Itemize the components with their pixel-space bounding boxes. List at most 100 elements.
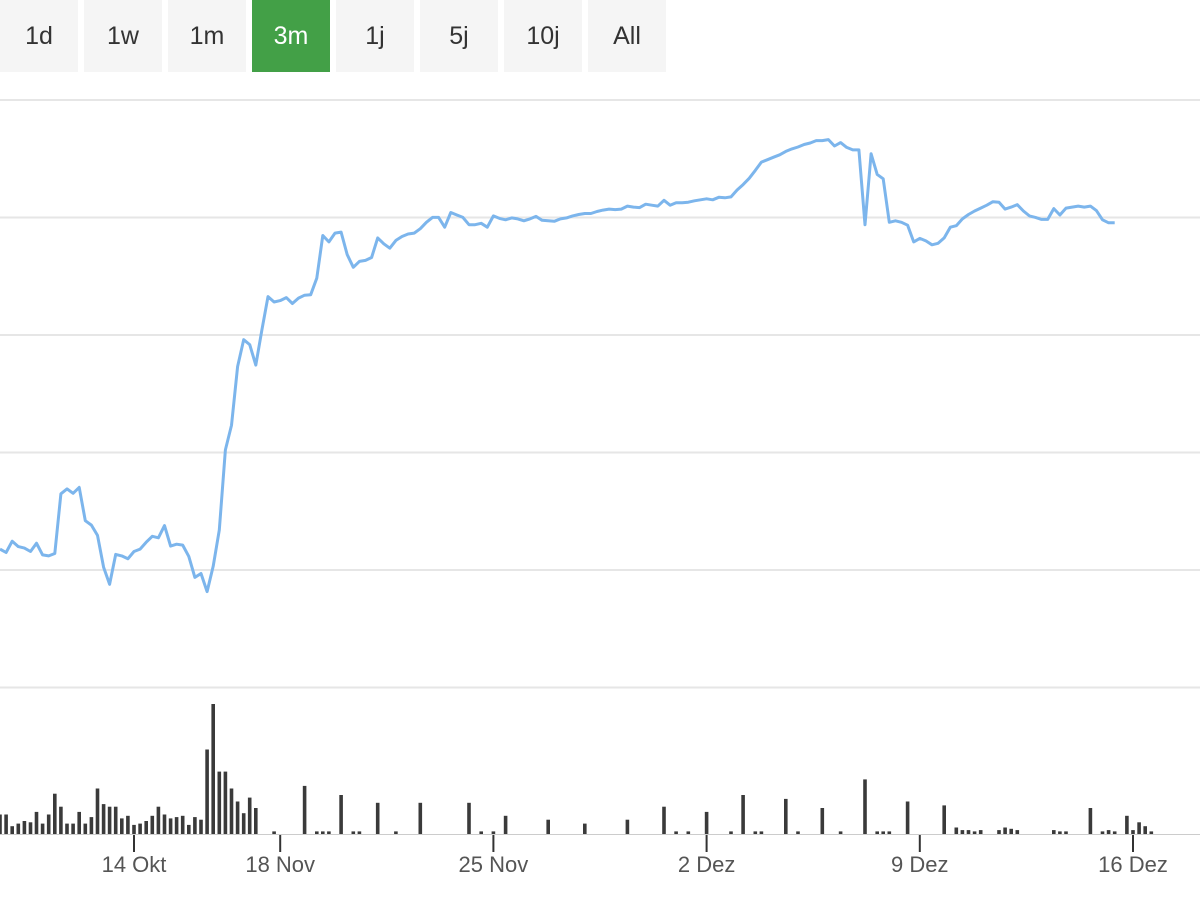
volume-bar [83,823,88,834]
volume-bar [199,819,203,834]
range-button-1d[interactable]: 1d [0,0,78,72]
volume-bar [187,824,191,834]
volume-bar [1015,830,1020,834]
volume-bar [120,818,124,834]
volume-bar [887,831,892,834]
volume-bar [972,831,977,834]
volume-bar [162,814,167,834]
volume-bar [315,831,319,834]
volume-bar [674,831,678,834]
volume-bar [217,771,222,834]
range-button-10j[interactable]: 10j [504,0,582,72]
volume-bar [729,831,733,834]
volume-bar [479,831,483,834]
volume-bar [321,831,325,834]
volume-bar [0,814,2,834]
volume-bar [662,806,666,834]
volume-bar [132,824,136,834]
volume-bar [28,822,33,834]
volume-bar [223,771,228,834]
x-tick-label: 9 Dez [891,852,948,877]
x-tick-label: 16 Dez [1098,852,1168,877]
volume-bar [95,788,100,834]
volume-bar [1149,831,1154,834]
volume-bar [954,827,959,834]
volume-bar [1003,827,1007,834]
volume-bar [875,831,879,834]
volume-bar [16,823,21,834]
range-button-1j[interactable]: 1j [336,0,414,72]
volume-bar [375,802,380,834]
volume-bar [174,817,179,834]
volume-bar [503,815,508,834]
x-axis-ticks: 14 Okt 18 Nov 25 Nov 2 Dez 9 Dez 16 Dez [102,835,1168,877]
volume-bar [1058,831,1062,834]
volume-bar [150,815,155,834]
volume-bar [126,815,130,834]
volume-bar [394,831,398,834]
volume-bar [1009,828,1013,834]
volume-bar [351,831,356,834]
volume-bar [302,785,307,834]
volume-bar [138,823,142,834]
volume-bar [235,801,240,834]
volume-bar [71,823,75,834]
volume-bar [966,830,971,834]
x-tick-label: 14 Okt [102,852,167,877]
volume-bar [241,813,246,834]
volume-bar [1131,830,1135,834]
range-button-5j[interactable]: 5j [420,0,498,72]
volume-bar [625,819,630,834]
volume-bar [53,793,57,834]
x-tick-label: 2 Dez [678,852,735,877]
volume-bar [960,830,965,834]
volume-bar [327,831,331,834]
volume-bar [978,830,983,834]
range-button-all[interactable]: All [588,0,666,72]
volume-bar [418,802,423,834]
volume-bar [180,815,185,834]
volume-bar [107,806,112,834]
volume-bar [101,804,106,834]
volume-bar [144,821,148,834]
volume-bar [838,831,843,834]
volume-bar [1106,830,1111,834]
volume-bar [272,831,276,834]
volume-bar [741,795,745,834]
volume-bar [22,821,27,834]
price-line[interactable] [0,138,1115,594]
volume-bar [1112,831,1117,834]
volume-bar [211,704,215,834]
volume-bar [10,826,14,834]
volume-bar [1137,822,1141,834]
volume-bar [89,817,94,834]
volume-bar [339,795,343,834]
volume-bar [247,797,252,834]
volume-bar [905,801,910,834]
volume-bar [686,831,691,834]
volume-bar [753,831,758,834]
volume-bar [820,808,825,834]
volume-bar [168,818,173,834]
volume-bar [796,831,800,834]
volume-bar [229,788,234,834]
volume-bar [704,811,709,834]
volume-bars [0,704,1154,834]
volume-bar [759,831,764,834]
volume-bar [65,823,69,834]
volume-bar [77,811,81,834]
range-button-3m[interactable]: 3m [252,0,330,72]
volume-bar [1125,815,1129,834]
range-button-1w[interactable]: 1w [84,0,162,72]
volume-bar [784,798,788,834]
volume-bar [156,806,161,834]
volume-bar [59,806,63,834]
volume-bar [205,749,209,834]
volume-bar [40,823,45,834]
x-tick-label: 25 Nov [459,852,529,877]
volume-bar [997,830,1001,834]
range-button-1m[interactable]: 1m [168,0,246,72]
volume-bar [467,802,471,834]
volume-bar [1064,831,1068,834]
